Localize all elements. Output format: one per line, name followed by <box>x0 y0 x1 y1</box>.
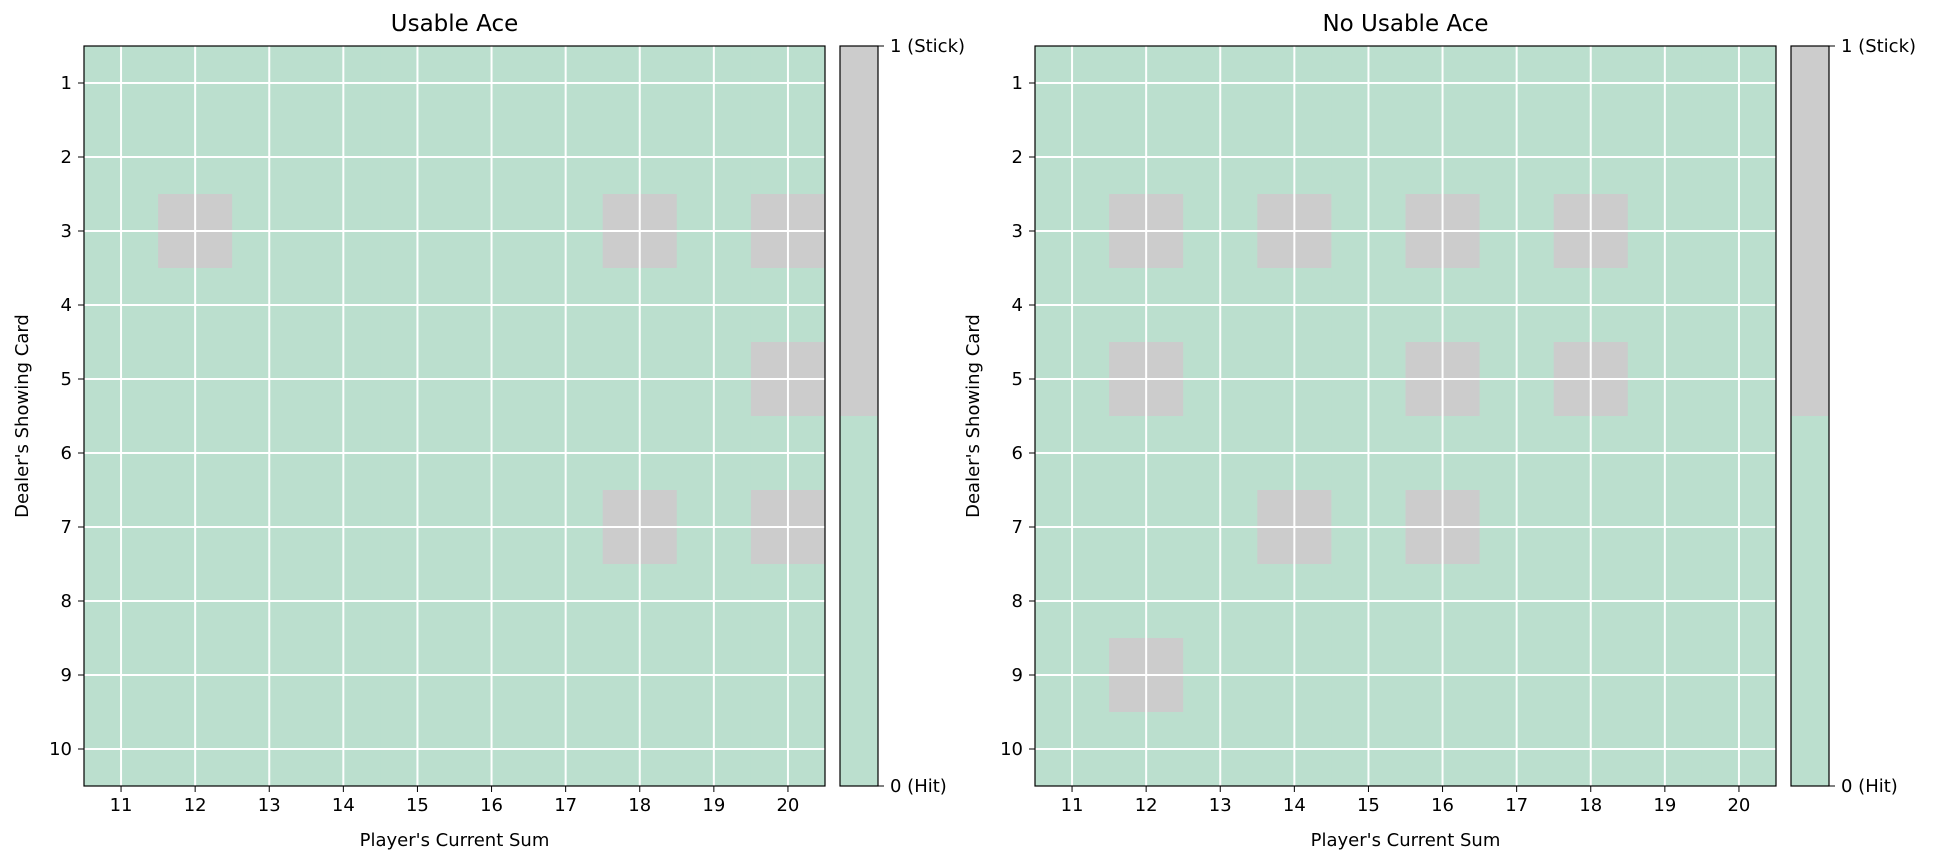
colorbar-segment-stick <box>840 46 878 416</box>
y-ticks: 1 2 3 4 5 6 7 8 9 10 <box>1000 73 1035 760</box>
x-axis-label: Player's Current Sum <box>1311 830 1501 851</box>
chart-title: No Usable Ace <box>1322 11 1488 37</box>
grid-lines <box>84 46 825 786</box>
colorbar: 1 (Stick) 0 (Hit) <box>1790 36 1916 797</box>
x-tick-label: 11 <box>110 795 133 816</box>
x-tick-label: 20 <box>776 795 799 816</box>
x-tick-label: 19 <box>702 795 725 816</box>
x-tick-label: 16 <box>480 795 503 816</box>
grid-lines <box>1035 46 1776 786</box>
y-tick-label: 6 <box>61 443 72 464</box>
x-tick-label: 14 <box>1283 795 1306 816</box>
x-tick-label: 12 <box>184 795 207 816</box>
x-tick-label: 18 <box>628 795 651 816</box>
x-tick-label: 11 <box>1061 795 1084 816</box>
x-tick-label: 19 <box>1653 795 1676 816</box>
colorbar: 1 (Stick) 0 (Hit) <box>839 36 965 797</box>
x-tick-label: 15 <box>1357 795 1380 816</box>
y-tick-label: 10 <box>49 739 72 760</box>
x-ticks: 11 12 13 14 15 16 17 18 19 20 <box>110 786 799 816</box>
x-axis-label: Player's Current Sum <box>360 830 550 851</box>
colorbar-segment-hit <box>840 416 878 786</box>
x-tick-label: 15 <box>406 795 429 816</box>
colorbar-frame <box>839 45 879 787</box>
y-tick-label: 8 <box>1012 591 1023 612</box>
y-tick-label: 7 <box>61 517 72 538</box>
colorbar-tick-label-stick: 1 (Stick) <box>890 36 965 57</box>
y-tick-label: 1 <box>1012 73 1023 94</box>
colorbar-segment-hit <box>1791 416 1829 786</box>
y-tick-label: 2 <box>1012 147 1023 168</box>
x-tick-label: 13 <box>1209 795 1232 816</box>
y-tick-label: 1 <box>61 73 72 94</box>
colorbar-frame <box>1790 45 1830 787</box>
x-tick-label: 13 <box>258 795 281 816</box>
y-tick-label: 9 <box>61 665 72 686</box>
y-ticks: 1 2 3 4 5 6 7 8 9 10 <box>49 73 84 760</box>
x-tick-label: 16 <box>1431 795 1454 816</box>
colorbar-tick-label-hit: 0 (Hit) <box>890 776 947 797</box>
y-tick-label: 7 <box>1012 517 1023 538</box>
x-tick-label: 12 <box>1135 795 1158 816</box>
y-tick-label: 2 <box>61 147 72 168</box>
colorbar-segment-stick <box>1791 46 1829 416</box>
y-tick-label: 6 <box>1012 443 1023 464</box>
y-tick-label: 10 <box>1000 739 1023 760</box>
y-tick-label: 5 <box>61 369 72 390</box>
chart-title: Usable Ace <box>391 11 519 37</box>
colorbar-tick-label-stick: 1 (Stick) <box>1841 36 1916 57</box>
x-ticks: 11 12 13 14 15 16 17 18 19 20 <box>1061 786 1750 816</box>
x-tick-label: 17 <box>1505 795 1528 816</box>
x-tick-label: 14 <box>332 795 355 816</box>
y-tick-label: 3 <box>61 221 72 242</box>
axes-frame <box>83 45 826 787</box>
colorbar-tick-label-hit: 0 (Hit) <box>1841 776 1898 797</box>
y-tick-label: 3 <box>1012 221 1023 242</box>
y-tick-label: 8 <box>61 591 72 612</box>
axes-frame <box>1034 45 1777 787</box>
y-tick-label: 5 <box>1012 369 1023 390</box>
x-tick-label: 20 <box>1727 795 1750 816</box>
x-tick-label: 18 <box>1579 795 1602 816</box>
x-tick-label: 17 <box>554 795 577 816</box>
y-tick-label: 9 <box>1012 665 1023 686</box>
y-axis-label: Dealer's Showing Card <box>12 314 33 518</box>
y-axis-label: Dealer's Showing Card <box>963 314 984 518</box>
y-tick-label: 4 <box>61 295 72 316</box>
y-tick-label: 4 <box>1012 295 1023 316</box>
